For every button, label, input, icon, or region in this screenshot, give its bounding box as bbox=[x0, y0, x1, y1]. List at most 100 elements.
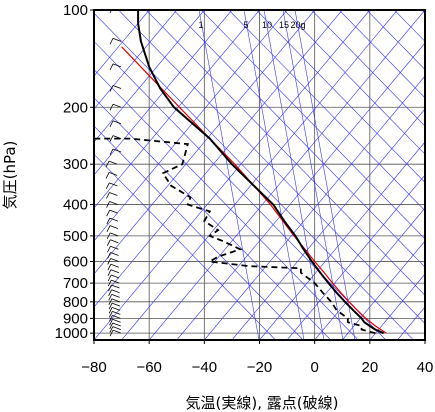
isotherm-line bbox=[231, 108, 425, 340]
wind-barb-flag bbox=[108, 284, 112, 292]
isotherm-line bbox=[121, 10, 398, 340]
wind-barb bbox=[109, 103, 122, 111]
wind-barb-flag bbox=[109, 135, 114, 142]
mixing-ratio-line bbox=[294, 10, 356, 340]
y-tick-label: 700 bbox=[63, 275, 88, 292]
y-tick-label: 100 bbox=[63, 2, 88, 19]
wind-barb-flag bbox=[105, 182, 110, 189]
wind-barb-flag bbox=[107, 258, 112, 265]
wind-barb bbox=[106, 217, 118, 225]
x-tick-label: −20 bbox=[247, 359, 272, 376]
wind-barb-staff bbox=[111, 284, 120, 289]
dry-adiabat-line bbox=[255, 10, 425, 183]
dry-adiabat-line bbox=[228, 10, 425, 212]
wind-barb-flag bbox=[109, 148, 114, 156]
y-tick-label: 900 bbox=[63, 310, 88, 327]
wind-barb-flag bbox=[109, 329, 114, 337]
wind-barb-flag bbox=[109, 38, 114, 45]
wind-barb-flag bbox=[109, 315, 113, 322]
wind-barb-layer bbox=[105, 10, 122, 337]
wind-barb-staff bbox=[111, 294, 120, 298]
wind-barb bbox=[109, 135, 122, 142]
x-axis-title: 気温(実線), 露点(破線) bbox=[186, 394, 339, 412]
wind-barb-staff bbox=[108, 160, 118, 165]
isotherm-line bbox=[314, 207, 425, 340]
mixing-ratio-line bbox=[282, 10, 344, 340]
wind-barb-staff bbox=[112, 103, 122, 108]
wind-barb-staff bbox=[110, 232, 119, 237]
wind-barb bbox=[106, 225, 119, 232]
wind-barb-flag bbox=[107, 274, 112, 282]
wind-barb bbox=[106, 192, 118, 199]
wind-barb-flag bbox=[106, 201, 110, 208]
wind-barb-flag bbox=[106, 225, 111, 232]
dry-adiabat-line bbox=[338, 10, 425, 99]
wind-barb-staff bbox=[109, 192, 118, 196]
wind-barb-staff bbox=[112, 329, 122, 334]
wind-barb-staff bbox=[112, 314, 121, 319]
wind-barb-flag bbox=[106, 239, 111, 246]
dry-adiabat-line bbox=[94, 125, 304, 340]
wind-barb-staff bbox=[112, 120, 122, 125]
y-tick-label: 200 bbox=[63, 99, 88, 116]
wind-barb-flag bbox=[106, 209, 111, 217]
wind-barb bbox=[109, 326, 121, 333]
isotherm-line bbox=[369, 273, 425, 340]
wind-barb-staff bbox=[110, 239, 119, 244]
wind-barb-staff bbox=[112, 326, 121, 330]
wind-barb bbox=[108, 289, 120, 296]
wind-barb bbox=[109, 148, 122, 156]
isotherm-line bbox=[94, 10, 371, 340]
wind-barb-flag bbox=[109, 63, 114, 71]
isotherm-line bbox=[148, 10, 425, 340]
isotherm-line bbox=[342, 240, 425, 340]
wind-barb bbox=[108, 294, 120, 301]
wind-barb bbox=[107, 245, 119, 253]
wind-barb bbox=[109, 322, 121, 330]
wind-barb-flag bbox=[108, 294, 113, 301]
x-tick-layer: −80 −60 −40 −20 0 20 40 bbox=[81, 340, 433, 376]
y-tick-label: 500 bbox=[63, 228, 88, 245]
mixing-ratio-label: 20g bbox=[290, 20, 305, 30]
x-tick-label: −40 bbox=[192, 359, 217, 376]
wind-barb bbox=[109, 63, 122, 71]
wind-barb-staff bbox=[111, 279, 120, 284]
wind-barb-flag bbox=[105, 172, 110, 179]
dry-adiabat-line bbox=[173, 10, 425, 268]
wind-barb-staff bbox=[112, 322, 121, 327]
x-tick-label: 40 bbox=[417, 359, 434, 376]
wind-barb-staff bbox=[111, 298, 120, 303]
wind-barb bbox=[109, 120, 122, 127]
mixing-ratio-label: 10 bbox=[262, 20, 272, 30]
dry-adiabat-line bbox=[200, 10, 425, 240]
isotherm-line bbox=[94, 10, 177, 110]
wind-barb bbox=[105, 172, 118, 179]
wind-barb bbox=[107, 274, 120, 282]
dewpoint-curve bbox=[94, 137, 376, 335]
wind-barb-staff bbox=[112, 318, 121, 323]
wind-barb-flag bbox=[109, 326, 114, 333]
isotherm-line bbox=[94, 10, 315, 275]
wind-barb-flag bbox=[106, 217, 111, 225]
y-tick-label: 400 bbox=[63, 197, 88, 214]
wind-barb-staff bbox=[109, 201, 118, 205]
x-tick-label: −80 bbox=[81, 359, 106, 376]
wind-barb-staff bbox=[109, 172, 118, 176]
wind-barb-staff bbox=[111, 289, 120, 294]
dry-adiabat-line bbox=[94, 69, 359, 340]
isotherm-line bbox=[204, 75, 425, 340]
wind-barb-flag bbox=[107, 252, 111, 259]
dry-adiabat-line bbox=[311, 10, 425, 127]
isotherm-line bbox=[94, 10, 260, 209]
wind-barb-flag bbox=[109, 85, 114, 92]
wind-barb-staff bbox=[112, 148, 122, 153]
wind-barb bbox=[107, 279, 120, 287]
wind-barb bbox=[109, 37, 122, 45]
wind-barb-flag bbox=[107, 246, 111, 253]
dry-adiabat-line bbox=[118, 10, 425, 324]
wind-barb-staff bbox=[112, 37, 122, 42]
mixing-ratio-label: 15 bbox=[279, 20, 289, 30]
x-tick-label: 20 bbox=[361, 359, 378, 376]
mixing-ratio-label: 5 bbox=[243, 20, 248, 30]
wind-barb-flag bbox=[107, 264, 112, 271]
